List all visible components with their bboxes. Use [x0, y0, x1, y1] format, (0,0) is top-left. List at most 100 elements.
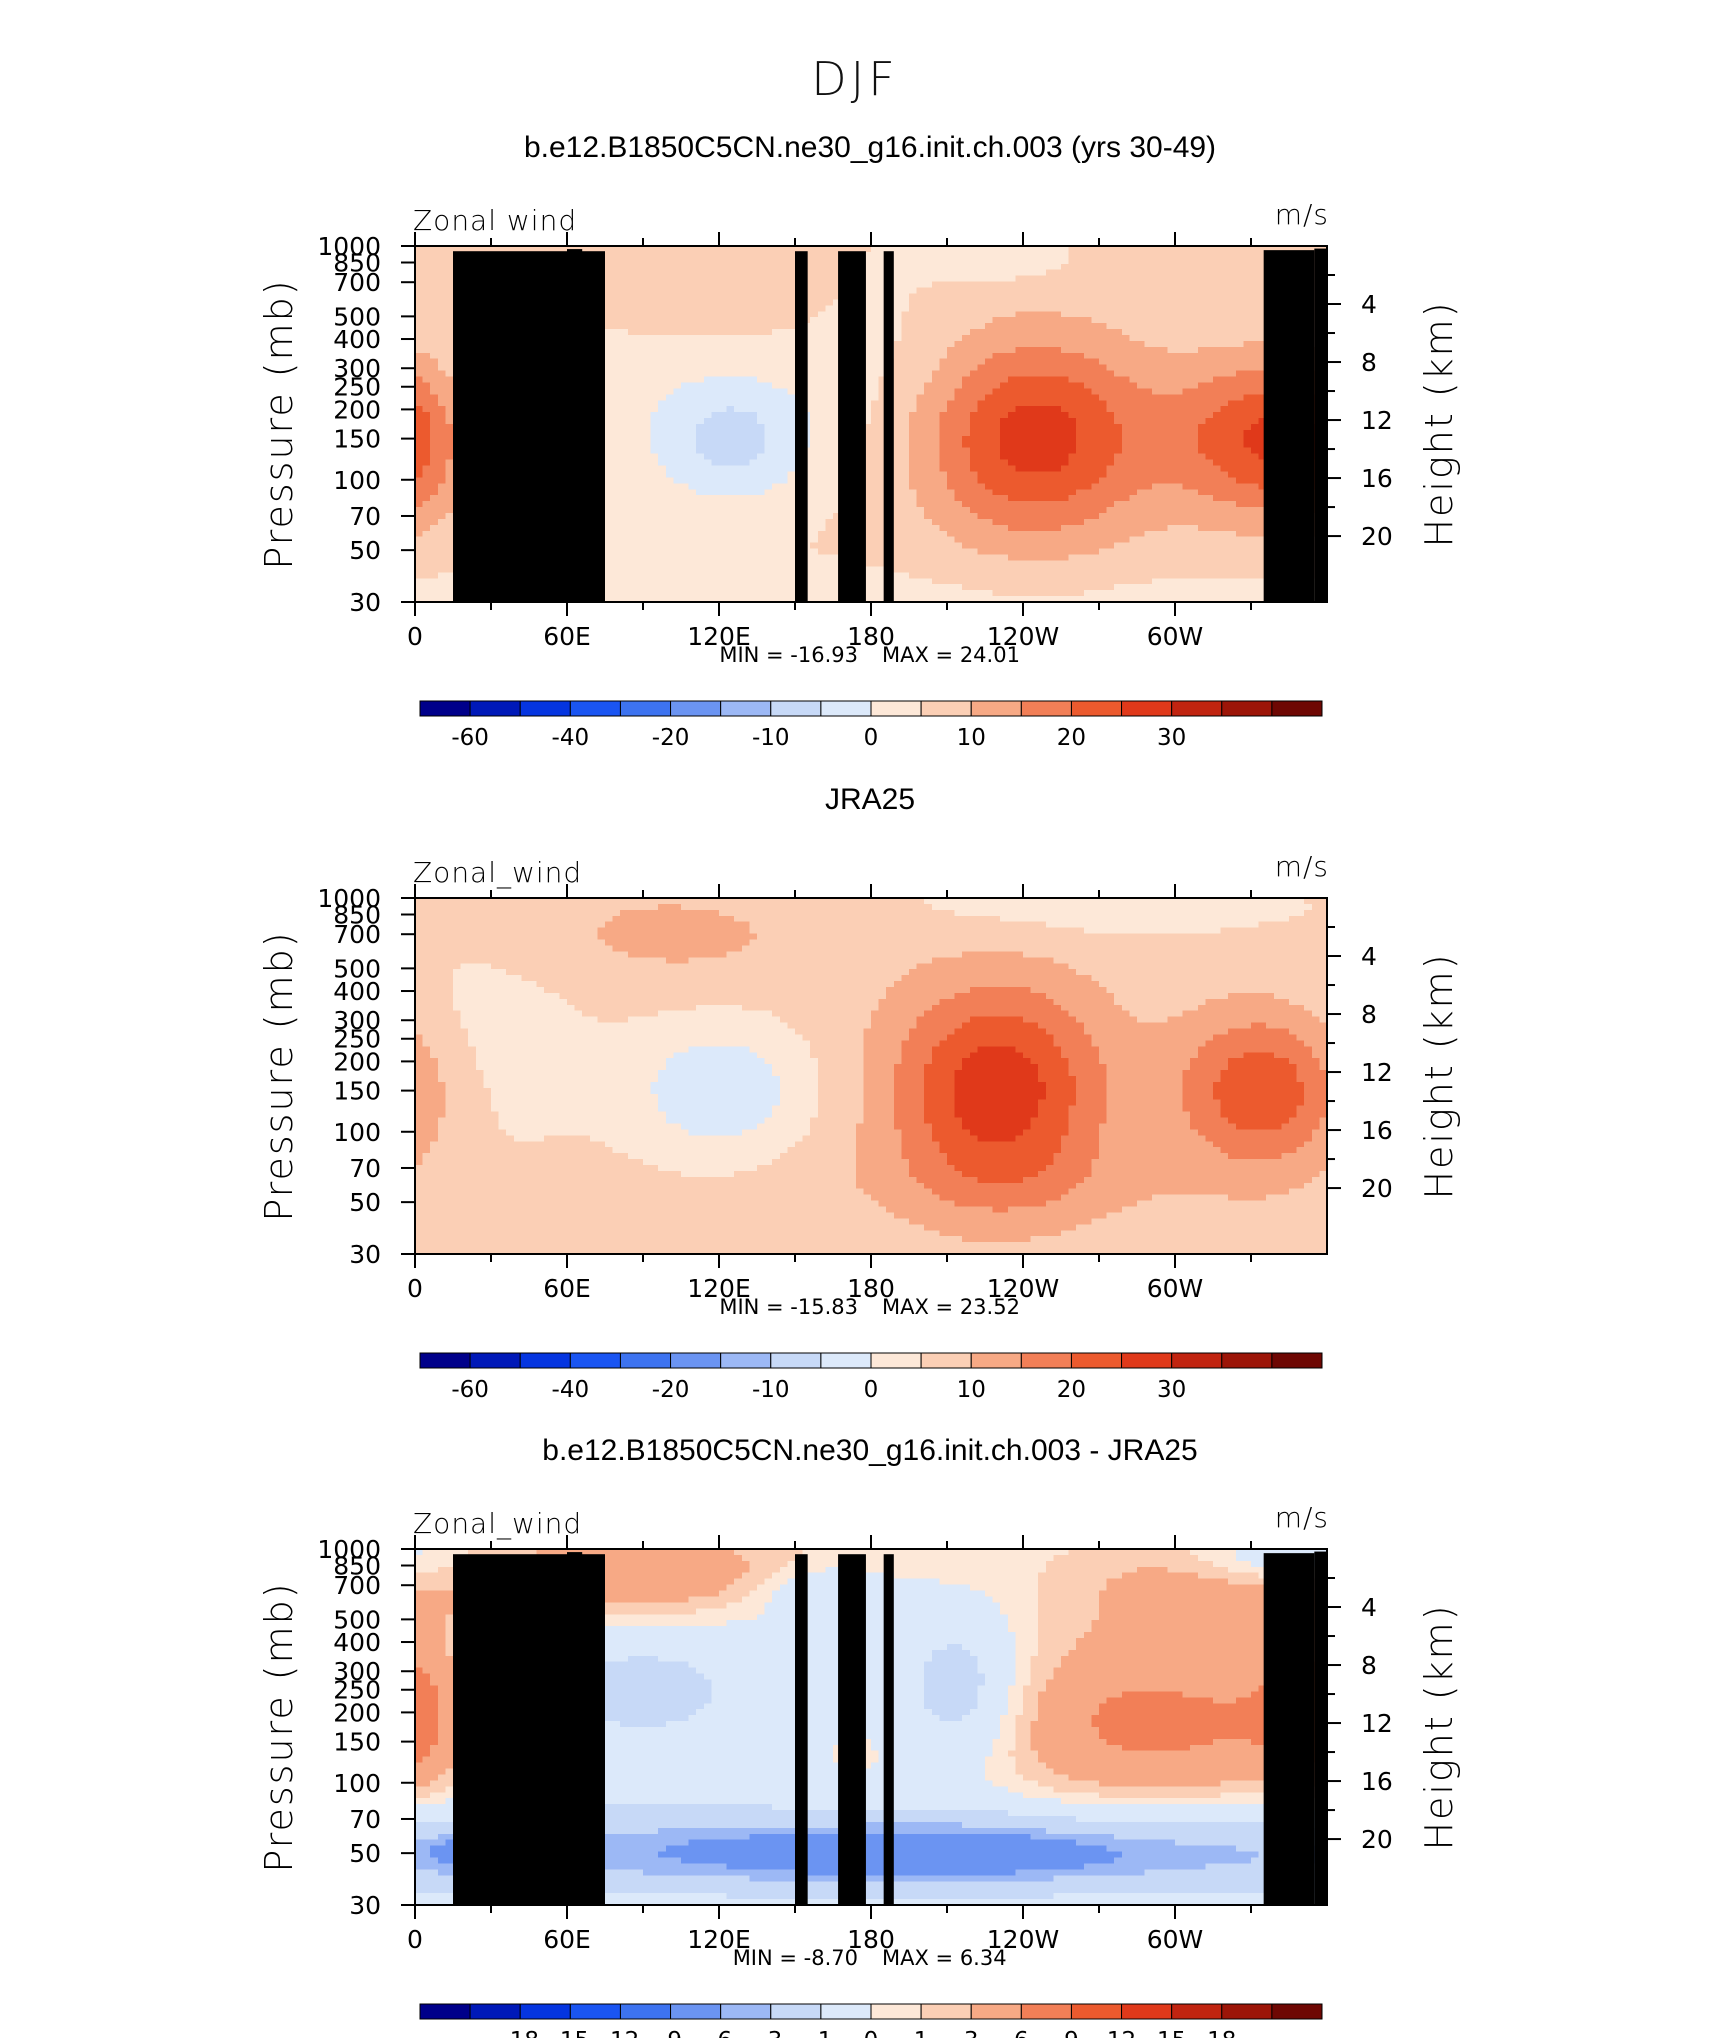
field-cell	[818, 270, 826, 277]
field-cell	[620, 442, 628, 449]
field-cell	[651, 471, 659, 478]
field-cell	[651, 299, 659, 306]
field-cell	[666, 483, 674, 490]
field-cell	[780, 311, 788, 318]
field-cell	[1114, 329, 1122, 336]
field-cell	[605, 341, 613, 348]
field-cell	[681, 382, 689, 389]
field-cell	[1152, 442, 1160, 449]
field-cell	[810, 252, 818, 259]
field-cell	[772, 382, 780, 389]
field-cell	[1061, 460, 1069, 467]
field-cell	[772, 258, 780, 265]
field-cell	[757, 252, 765, 259]
field-cell	[711, 406, 719, 413]
field-cell	[1152, 412, 1160, 419]
field-cell	[924, 270, 932, 277]
field-cell	[1183, 377, 1191, 384]
field-cell	[613, 448, 621, 455]
field-cell	[1190, 365, 1198, 372]
field-cell	[1122, 329, 1130, 336]
field-cell	[1015, 353, 1023, 360]
field-cell	[1152, 371, 1160, 378]
field-cell	[947, 305, 955, 312]
field-cell	[787, 299, 795, 306]
field-cell	[1160, 483, 1168, 490]
field-cell	[787, 317, 795, 324]
field-cell	[1061, 442, 1069, 449]
field-cell	[894, 365, 902, 372]
field-cell	[818, 323, 826, 330]
field-cell	[1008, 430, 1016, 437]
field-cell	[1243, 299, 1251, 306]
field-cell	[635, 288, 643, 295]
field-cell	[1084, 400, 1092, 407]
field-cell	[985, 335, 993, 342]
field-cell	[666, 317, 674, 324]
field-cell	[666, 442, 674, 449]
field-cell	[1091, 335, 1099, 342]
field-cell	[742, 418, 750, 425]
field-cell	[901, 252, 909, 259]
field-cell	[1190, 299, 1198, 306]
field-cell	[605, 299, 613, 306]
field-cell	[1198, 377, 1206, 384]
field-cell	[1099, 293, 1107, 300]
field-cell	[704, 359, 712, 366]
field-cell	[985, 353, 993, 360]
field-cell	[651, 365, 659, 372]
field-cell	[673, 382, 681, 389]
field-cell	[1046, 317, 1054, 324]
field-cell	[1038, 371, 1046, 378]
field-cell	[924, 489, 932, 496]
field-cell	[628, 377, 636, 384]
field-cell	[765, 436, 773, 443]
field-cell	[894, 252, 902, 259]
field-cell	[1190, 347, 1198, 354]
field-cell	[757, 454, 765, 461]
field-cell	[727, 483, 735, 490]
field-cell	[651, 359, 659, 366]
field-cell	[825, 477, 833, 484]
field-cell	[1190, 424, 1198, 431]
field-cell	[939, 388, 947, 395]
field-cell	[620, 353, 628, 360]
field-cell	[742, 335, 750, 342]
field-cell	[932, 442, 940, 449]
field-cell	[1145, 311, 1153, 318]
field-cell	[1015, 347, 1023, 354]
field-cell	[810, 329, 818, 336]
field-cell	[704, 299, 712, 306]
field-cell	[765, 288, 773, 295]
field-cell	[1213, 270, 1221, 277]
field-cell	[742, 406, 750, 413]
field-cell	[681, 377, 689, 384]
field-cell	[962, 424, 970, 431]
field-cell	[704, 264, 712, 271]
field-cell	[1046, 436, 1054, 443]
field-cell	[620, 335, 628, 342]
field-cell	[825, 400, 833, 407]
field-cell	[909, 311, 917, 318]
field-cell	[1205, 359, 1213, 366]
field-cell	[1107, 359, 1115, 366]
field-cell	[643, 270, 651, 277]
field-cell	[932, 382, 940, 389]
field-cell	[909, 305, 917, 312]
field-cell	[415, 448, 423, 455]
field-cell	[696, 347, 704, 354]
field-cell	[704, 276, 712, 283]
field-cell	[734, 489, 742, 496]
field-cell	[1031, 282, 1039, 289]
field-cell	[917, 394, 925, 401]
field-cell	[1053, 460, 1061, 467]
field-cell	[894, 288, 902, 295]
field-cell	[1236, 382, 1244, 389]
field-cell	[993, 293, 1001, 300]
field-cell	[415, 436, 423, 443]
field-cell	[1053, 394, 1061, 401]
field-cell	[818, 347, 826, 354]
field-cell	[1251, 305, 1259, 312]
field-cell	[719, 460, 727, 467]
field-cell	[658, 412, 666, 419]
